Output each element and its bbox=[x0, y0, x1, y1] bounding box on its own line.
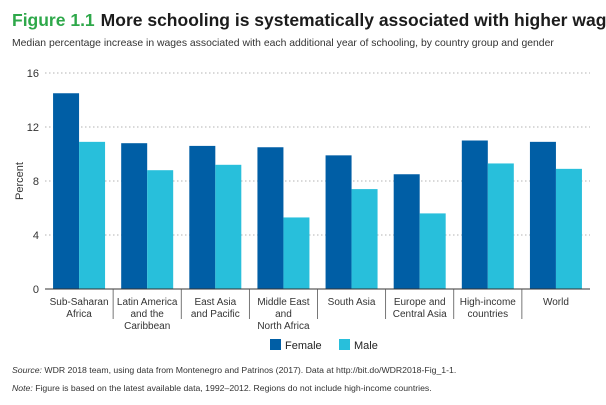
legend-label-female: Female bbox=[285, 340, 322, 352]
category-label: High-income bbox=[460, 297, 517, 308]
bar-female-1 bbox=[121, 143, 148, 289]
note-text: Figure is based on the latest available … bbox=[35, 383, 432, 393]
source-note: Source: WDR 2018 team, using data from M… bbox=[12, 365, 456, 375]
category-label: Europe and bbox=[394, 297, 446, 308]
bar-female-2 bbox=[189, 145, 216, 289]
figure-number: Figure 1.1 bbox=[12, 10, 95, 30]
figure-subtitle: Median percentage increase in wages asso… bbox=[12, 38, 554, 49]
grid-layer bbox=[45, 72, 590, 236]
bar-male-1 bbox=[147, 170, 174, 289]
bar-male-5 bbox=[419, 213, 446, 289]
bar-male-3 bbox=[283, 217, 310, 289]
figure-title: Figure 1.1 More schooling is systematical… bbox=[12, 10, 606, 31]
category-label: North Africa bbox=[257, 321, 310, 332]
y-tick-label: 0 bbox=[33, 284, 39, 296]
figure-note: Note: Figure is based on the latest avai… bbox=[12, 383, 432, 393]
figure-title-text: More schooling is systematically associa… bbox=[100, 10, 606, 30]
bar-female-4 bbox=[325, 155, 352, 289]
legend-layer: Female Male bbox=[270, 339, 378, 352]
category-label: Central Asia bbox=[393, 309, 447, 320]
legend-swatch-female bbox=[270, 339, 281, 350]
note-label: Note: bbox=[12, 383, 33, 393]
bar-male-4 bbox=[351, 189, 378, 289]
bar-female-5 bbox=[393, 174, 420, 289]
category-label: World bbox=[543, 297, 569, 308]
axis-layer bbox=[45, 288, 590, 319]
source-label: Source: bbox=[12, 365, 42, 375]
bar-male-7 bbox=[555, 168, 582, 289]
category-label: countries bbox=[468, 309, 509, 320]
y-tick-label: 12 bbox=[27, 122, 39, 134]
category-label: Caribbean bbox=[124, 321, 170, 332]
category-label: and the bbox=[131, 309, 165, 320]
bar-female-7 bbox=[529, 141, 556, 289]
bar-male-0 bbox=[79, 141, 106, 289]
bars-layer bbox=[53, 93, 582, 289]
y-tick-label: 4 bbox=[33, 230, 39, 242]
legend-label-male: Male bbox=[354, 340, 378, 352]
bar-female-6 bbox=[461, 140, 488, 289]
y-tick-label: 16 bbox=[27, 68, 39, 80]
bar-female-0 bbox=[53, 93, 80, 289]
category-label: South Asia bbox=[328, 297, 376, 308]
category-label: Africa bbox=[66, 309, 92, 320]
category-label: East Asia bbox=[194, 297, 236, 308]
y-tick-label: 8 bbox=[33, 176, 39, 188]
bar-male-6 bbox=[487, 163, 514, 289]
category-label: and Pacific bbox=[191, 309, 240, 320]
source-text: WDR 2018 team, using data from Montenegr… bbox=[44, 365, 457, 375]
legend-swatch-male bbox=[339, 339, 350, 350]
bar-female-3 bbox=[257, 147, 284, 289]
category-label: and bbox=[275, 309, 292, 320]
y-axis-label: Percent bbox=[14, 162, 26, 200]
category-label: Sub-Saharan bbox=[50, 297, 109, 308]
category-label: Latin America bbox=[117, 297, 178, 308]
bar-male-2 bbox=[215, 164, 242, 289]
category-label: Middle East bbox=[257, 297, 309, 308]
